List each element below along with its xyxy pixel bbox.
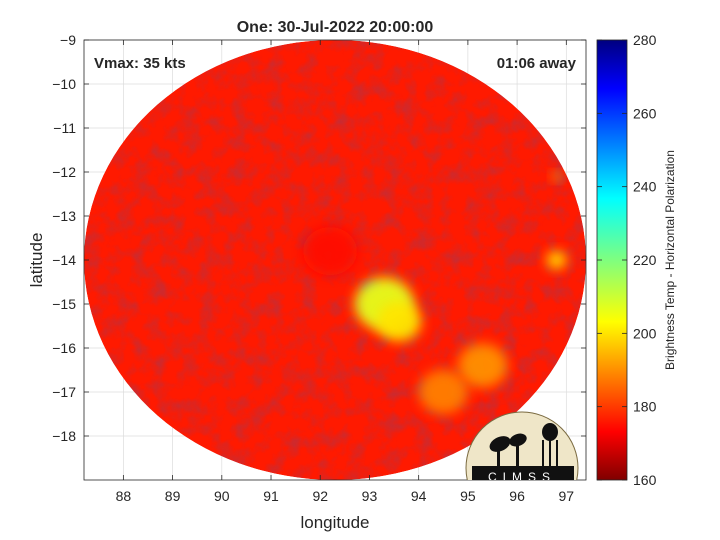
feature-eastern-edge-cell	[546, 251, 567, 269]
water-tower-icon	[542, 423, 558, 466]
x-tick-label: 91	[263, 488, 279, 504]
swath-field	[84, 40, 586, 480]
y-tick-label: −16	[52, 340, 76, 356]
cimss-logo: CIMSS	[465, 411, 579, 484]
y-tick-label: −17	[52, 384, 76, 400]
vmax-annotation: Vmax: 35 kts	[94, 55, 186, 72]
satellite-dish-icon	[489, 433, 527, 466]
y-tick-label: −11	[53, 120, 76, 136]
x-tick-label: 90	[214, 488, 230, 504]
colorbar-tick-label: 260	[633, 105, 657, 121]
y-axis-ticks: −9 −10 −11 −12 −13 −14 −15 −16 −17 −18	[52, 32, 586, 444]
feature-convection-south	[376, 301, 422, 342]
y-tick-label: −13	[52, 208, 76, 224]
x-tick-label: 94	[411, 488, 427, 504]
colorbar-tick-label: 200	[633, 325, 657, 341]
feature-eye	[303, 227, 358, 276]
x-axis-label: longitude	[300, 513, 369, 532]
feature-rainband-southeast	[418, 370, 468, 414]
logo-text: CIMSS	[488, 470, 556, 484]
x-tick-label: 88	[116, 488, 132, 504]
colorbar-label: Brightness Temp - Horizontal Polarizatio…	[663, 150, 677, 370]
x-axis-ticks: 88 89 90 91 92 93 94 95 96 97	[116, 40, 575, 504]
y-tick-label: −15	[52, 296, 76, 312]
colorbar-tick-label: 160	[633, 472, 657, 488]
colorbar-tick-label: 180	[633, 399, 657, 415]
time-away-annotation: 01:06 away	[497, 55, 577, 72]
x-tick-label: 95	[460, 488, 476, 504]
colorbar-ticks: 160 180 200 220 240 260 280	[597, 32, 657, 488]
chart-title: One: 30-Jul-2022 20:00:00	[237, 19, 434, 36]
y-tick-label: −12	[52, 164, 76, 180]
x-tick-label: 97	[559, 488, 575, 504]
colorbar-tick-label: 220	[633, 252, 657, 268]
x-tick-label: 89	[165, 488, 181, 504]
y-tick-label: −18	[52, 428, 76, 444]
feature-rainband-east	[458, 343, 508, 388]
colorbar-tick-label: 280	[633, 32, 657, 48]
x-tick-label: 96	[509, 488, 525, 504]
y-tick-label: −14	[52, 252, 76, 268]
feature-northeast-cell	[551, 172, 562, 181]
y-axis-label: latitude	[27, 233, 46, 288]
convection-features	[303, 172, 567, 414]
y-tick-label: −10	[52, 76, 76, 92]
y-tick-label: −9	[60, 32, 76, 48]
colorbar-tick-label: 240	[633, 179, 657, 195]
x-tick-label: 93	[362, 488, 378, 504]
x-tick-label: 92	[312, 488, 328, 504]
